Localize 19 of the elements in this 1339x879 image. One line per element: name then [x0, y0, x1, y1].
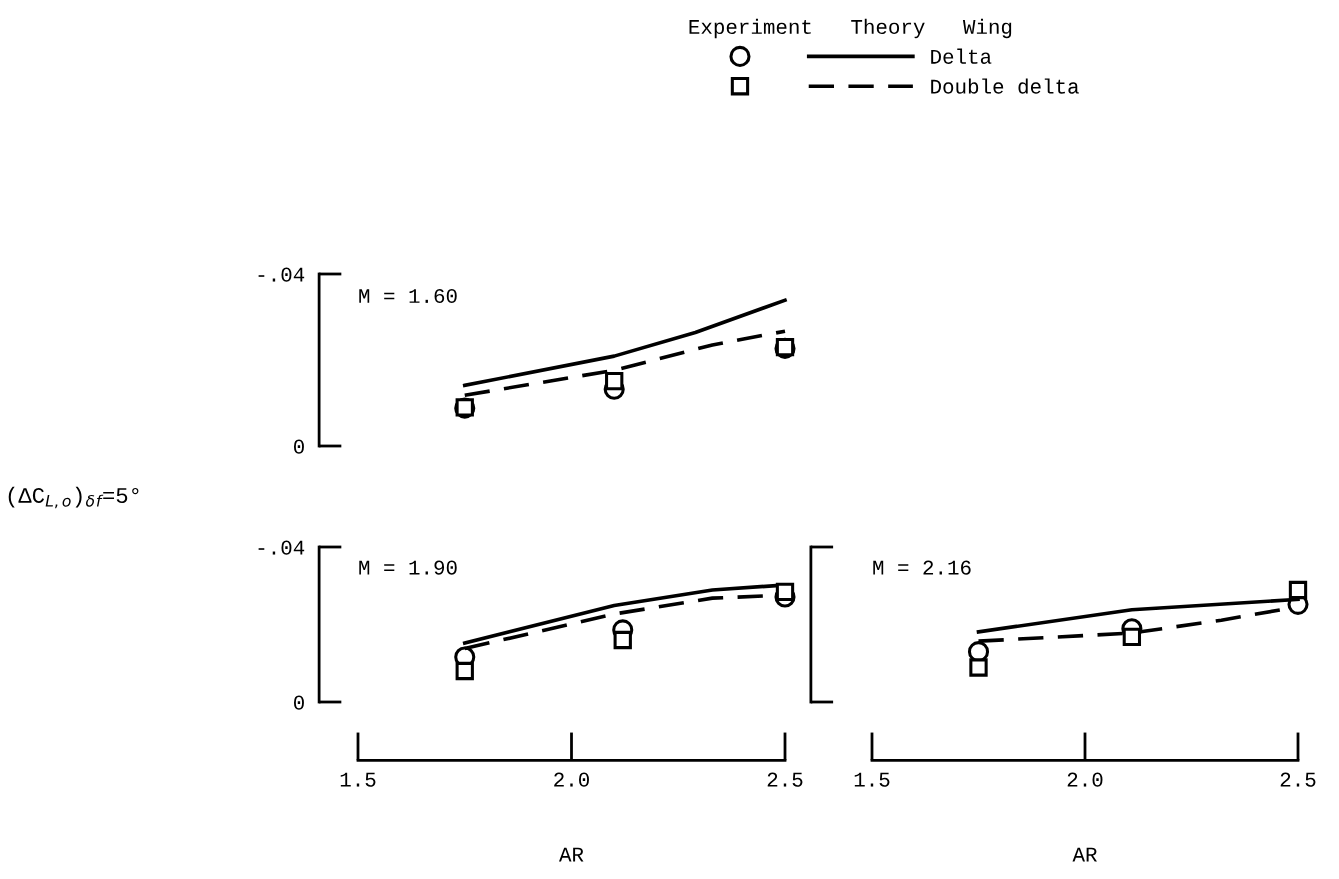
x-tick-label: 1.5 [340, 772, 376, 787]
x-tick-label: 2.0 [554, 772, 589, 787]
x-axis-title: AR [559, 847, 584, 862]
y-tick-label: 0 [293, 439, 304, 454]
annotation: M = 2.16 [873, 560, 971, 575]
text: Double delta [931, 78, 1079, 94]
text: Delta [931, 48, 992, 64]
x-tick-label: 2.5 [767, 772, 803, 787]
y-tick-label: -.04 [258, 267, 305, 282]
annotation: M = 1.90 [359, 560, 457, 575]
x-tick-label: 2.5 [1280, 772, 1316, 787]
y-axis-title: (ΔC$_{L,o}$)$_{δf}$=5° [8, 486, 139, 509]
y-tick-label: 0 [293, 695, 304, 710]
x-tick-label: 1.5 [854, 772, 890, 787]
y-tick-label: -.04 [258, 540, 305, 555]
annotation: M = 1.60 [359, 288, 457, 304]
legend-title: Experiment Theory Wing [689, 18, 1012, 39]
x-axis-title: AR [1072, 847, 1097, 862]
x-tick-label: 2.0 [1067, 772, 1103, 787]
